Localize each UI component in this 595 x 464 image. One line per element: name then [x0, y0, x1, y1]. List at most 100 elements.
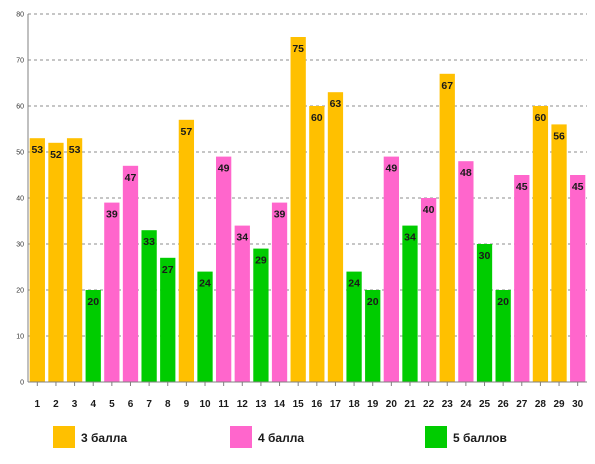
bar [178, 119, 195, 383]
x-tick-label: 17 [330, 399, 342, 410]
bar [141, 230, 157, 382]
bar-value-label: 63 [330, 98, 342, 110]
bar-value-label: 20 [367, 296, 379, 308]
bar-value-label: 56 [553, 130, 565, 142]
x-tick-label: 14 [274, 399, 286, 410]
bar-value-label: 52 [50, 149, 62, 161]
bar [570, 175, 586, 382]
x-tick-label: 3 [72, 399, 78, 410]
bar-value-label: 34 [404, 232, 416, 244]
y-tick-label: 40 [16, 196, 24, 203]
x-tick-label: 6 [128, 399, 134, 410]
bar-value-label: 48 [460, 167, 472, 179]
x-tick-label: 1 [35, 399, 41, 410]
bar-value-label: 24 [199, 278, 211, 290]
bar-value-label: 33 [143, 236, 155, 248]
bar-value-label: 67 [441, 80, 453, 92]
bar [271, 202, 288, 382]
bar [234, 225, 250, 382]
bar [346, 271, 362, 382]
x-tick-label: 11 [218, 399, 229, 410]
bar [29, 138, 45, 382]
x-tick-label: 18 [349, 399, 361, 410]
x-tick-label: 27 [516, 399, 528, 410]
x-tick-label: 30 [572, 399, 584, 410]
bar [122, 165, 139, 382]
x-tick-label: 22 [423, 399, 435, 410]
bar [439, 73, 455, 383]
bar-value-label: 75 [292, 43, 304, 55]
x-tick-label: 2 [53, 399, 59, 410]
y-tick-label: 10 [16, 334, 24, 341]
bar-value-label: 49 [218, 163, 230, 175]
bar [458, 161, 474, 382]
y-tick-label: 20 [16, 288, 24, 295]
x-tick-label: 29 [553, 399, 565, 410]
x-tick-label: 24 [460, 399, 472, 410]
x-tick-label: 25 [479, 399, 491, 410]
x-tick-label: 8 [165, 399, 171, 410]
bar [290, 37, 306, 382]
bar [402, 225, 418, 382]
bar [551, 124, 567, 383]
axis-layer: 1 2 3 4 5 6 7 8 9 10 11 12 13 14 15 16 17 18 19 20 21 22 23 24 2… [27, 14, 587, 410]
bar [253, 248, 269, 382]
bar-value-label: 27 [162, 264, 174, 276]
y-tick-label: 70 [16, 58, 24, 65]
legend-swatch [53, 426, 75, 448]
bar-value-label: 47 [125, 172, 137, 184]
legend: 3 балла 4 балла 5 баллов [53, 426, 507, 448]
x-tick-label: 23 [442, 399, 454, 410]
bar-value-label: 39 [274, 209, 286, 221]
x-tick-label: 10 [199, 399, 211, 410]
x-tick-label: 13 [255, 399, 267, 410]
bar [383, 156, 399, 382]
y-tick-label: 50 [16, 150, 24, 157]
bar [216, 156, 232, 382]
bar [327, 92, 344, 382]
bar-value-label: 20 [497, 296, 509, 308]
bar [514, 175, 530, 382]
legend-item-g5: 5 баллов [425, 426, 507, 448]
bar [365, 290, 381, 382]
bar [85, 290, 101, 382]
bar-value-label: 60 [535, 112, 547, 124]
bar-value-label: 20 [87, 296, 99, 308]
x-tick-label: 28 [535, 399, 547, 410]
bar [48, 142, 64, 382]
legend-label: 3 балла [81, 431, 127, 445]
x-tick-label: 15 [293, 399, 305, 410]
x-tick-label: 4 [90, 399, 96, 410]
y-tick-label: 30 [16, 242, 24, 249]
x-tick-label: 12 [237, 399, 249, 410]
x-tick-label: 16 [311, 399, 323, 410]
bar-value-label: 57 [181, 126, 193, 138]
legend-label: 5 баллов [453, 431, 507, 445]
bar-value-label: 45 [516, 181, 528, 193]
bar-value-label: 34 [236, 232, 248, 244]
legend-swatch [230, 426, 252, 448]
bars-layer: 53 52 53 20 39 47 33 27 57 24 49 34 29 39 75 60 63 24 20 49… [29, 37, 586, 383]
bar-value-label: 60 [311, 112, 323, 124]
legend-item-g3: 3 балла [53, 426, 127, 448]
bar-value-label: 29 [255, 255, 267, 267]
legend-label: 4 балла [258, 431, 304, 445]
y-tick-label: 60 [16, 104, 24, 111]
bar-value-label: 49 [386, 163, 398, 175]
bar-value-label: 39 [106, 209, 118, 221]
bar [197, 271, 213, 382]
y-tick-label: 0 [20, 380, 24, 387]
x-tick-label: 5 [109, 399, 115, 410]
x-tick-label: 21 [404, 399, 416, 410]
bar [495, 290, 511, 382]
x-tick-label: 26 [498, 399, 510, 410]
x-tick-label: 7 [146, 399, 152, 410]
bar-value-label: 53 [31, 144, 43, 156]
bar [160, 257, 176, 382]
x-tick-label: 9 [184, 399, 190, 410]
bar-value-label: 53 [69, 144, 81, 156]
bar [309, 106, 325, 382]
bar-value-label: 45 [572, 181, 584, 193]
bar [420, 198, 437, 382]
